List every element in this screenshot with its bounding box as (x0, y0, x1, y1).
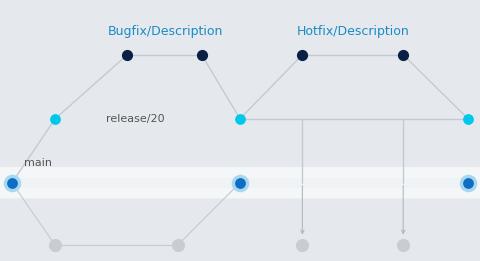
Point (299, 243, 306, 247)
Point (51, 243, 59, 247)
Point (198, 53, 205, 57)
Point (174, 243, 181, 247)
Text: release/20: release/20 (106, 114, 164, 124)
Point (236, 117, 244, 121)
Point (236, 181, 244, 185)
Point (464, 117, 472, 121)
Point (464, 181, 472, 185)
Point (399, 243, 407, 247)
FancyBboxPatch shape (0, 167, 480, 198)
Point (464, 181, 472, 185)
Point (399, 53, 407, 57)
Text: Bugfix/Description: Bugfix/Description (108, 25, 223, 38)
Point (299, 53, 306, 57)
Point (123, 53, 131, 57)
Text: main: main (24, 158, 52, 168)
Text: Hotfix/Description: Hotfix/Description (297, 25, 409, 38)
Point (236, 181, 244, 185)
Point (8, 181, 16, 185)
Point (8, 181, 16, 185)
Point (51, 117, 59, 121)
